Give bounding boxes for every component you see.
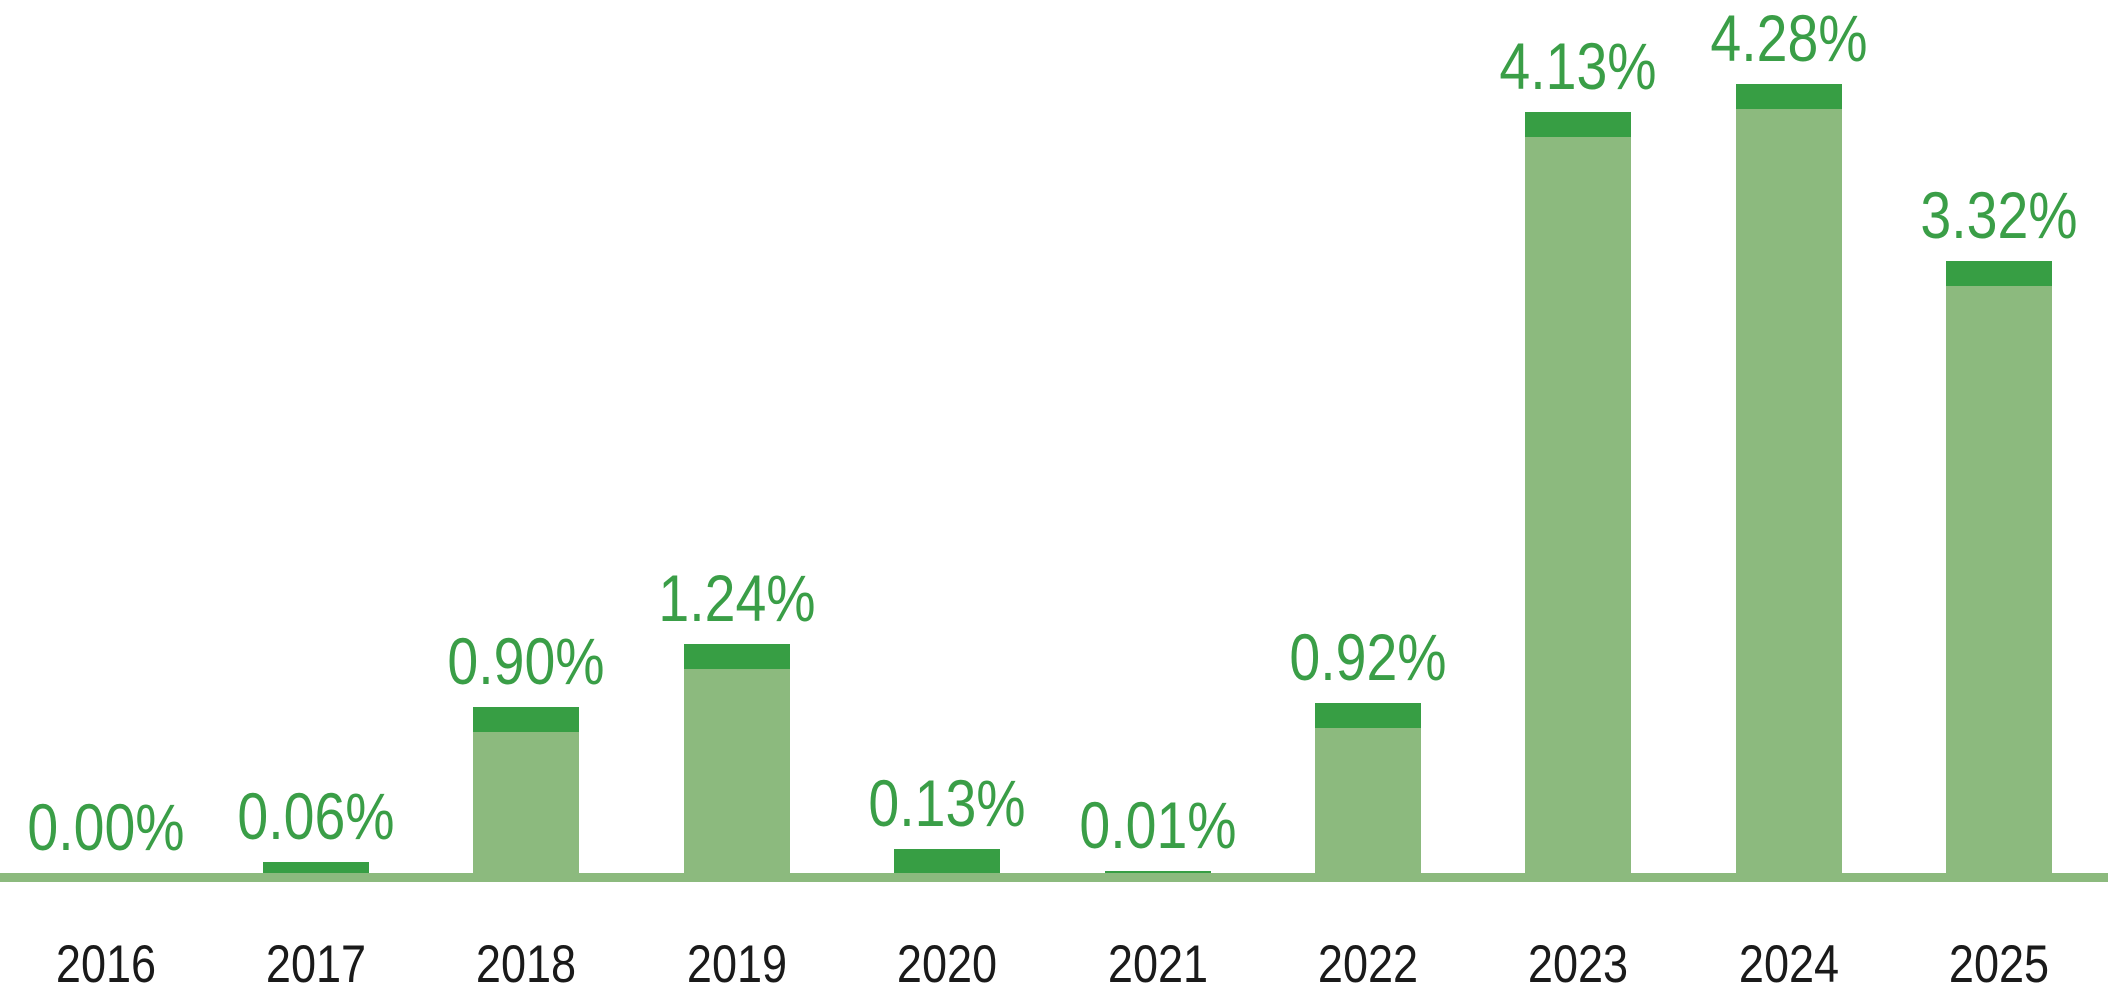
bar-cap: [1525, 112, 1632, 137]
year-label: 2023: [1528, 935, 1629, 992]
year-label: 2022: [1317, 935, 1419, 992]
bar: [1104, 871, 1211, 873]
bar-cap: [1315, 703, 1421, 728]
value-label: 0.92%: [1289, 620, 1447, 694]
bar: [473, 707, 580, 873]
bar: [1735, 84, 1842, 873]
year-label: 2019: [686, 935, 787, 992]
bar: [1315, 703, 1421, 873]
value-label: 0.00%: [26, 790, 185, 864]
value-label: 0.06%: [237, 779, 395, 853]
year-label: 2024: [1738, 935, 1839, 992]
bar: [263, 862, 369, 873]
bar-cap: [1946, 261, 2053, 286]
bar: [1946, 261, 2053, 873]
year-label: 2018: [476, 935, 577, 992]
value-label: 0.13%: [868, 766, 1026, 840]
year-label: 2017: [265, 935, 367, 992]
bar-cap: [1735, 84, 1842, 109]
value-label: 0.90%: [447, 624, 605, 698]
value-label: 0.01%: [1078, 788, 1237, 862]
value-label: 3.32%: [1920, 178, 2078, 252]
bar-cap: [894, 849, 1001, 873]
bar-cap: [473, 707, 580, 732]
bar-cap: [683, 644, 790, 669]
bar-cap: [1104, 871, 1211, 873]
year-label: 2025: [1949, 935, 2050, 992]
bar-cap: [263, 862, 369, 873]
value-label: 4.28%: [1710, 1, 1868, 75]
value-label: 4.13%: [1499, 29, 1657, 103]
value-label: 1.24%: [658, 561, 816, 635]
year-label: 2021: [1107, 935, 1208, 992]
year-label: 2016: [55, 935, 156, 992]
year-label: 2020: [897, 935, 998, 992]
bar: [894, 849, 1001, 873]
bar: [683, 644, 790, 873]
axis-baseline: [0, 873, 2108, 882]
bar: [1525, 112, 1632, 873]
